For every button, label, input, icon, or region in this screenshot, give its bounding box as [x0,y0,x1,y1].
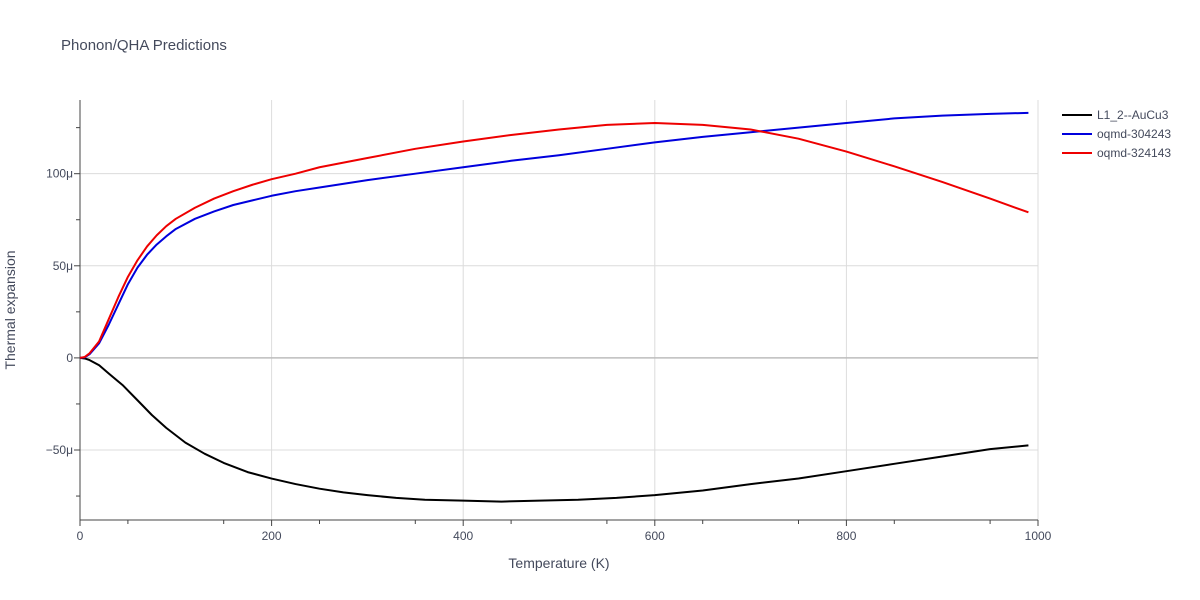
x-tick-label: 600 [645,529,665,543]
series-line-2 [79,111,1029,359]
x-tick-label: 800 [836,529,856,543]
y-tick-label: 100μ [46,167,73,181]
series-lines [79,111,1029,503]
chart-title: Phonon/QHA Predictions [61,37,227,54]
x-axis-title: Temperature (K) [508,555,609,571]
x-tick-label: 0 [77,529,84,543]
y-tick-label: 0 [66,351,73,365]
x-tick-labels: 0 200 400 600 800 1000 [77,529,1052,543]
y-axis-title: Thermal expansion [2,250,18,369]
legend-label: oqmd-324143 [1097,146,1171,160]
grid [80,100,1039,520]
legend-label: L1_2--AuCu3 [1097,108,1169,122]
y-tick-label: 50μ [53,259,73,273]
legend-item-2[interactable]: oqmd-304243 [1062,127,1171,141]
series-line-3 [79,122,1029,359]
axes [74,100,1039,526]
legend-item-3[interactable]: oqmd-324143 [1062,146,1171,160]
y-tick-labels: −50μ 0 50μ 100μ [46,167,74,457]
x-tick-label: 200 [262,529,282,543]
x-tick-label: 400 [453,529,473,543]
x-tick-label: 1000 [1025,529,1052,543]
series-line-1 [79,356,1029,503]
y-tick-label: −50μ [46,443,73,457]
legend[interactable]: L1_2--AuCu3 oqmd-304243 oqmd-324143 [1062,108,1171,160]
legend-label: oqmd-304243 [1097,127,1171,141]
legend-item-1[interactable]: L1_2--AuCu3 [1062,108,1169,122]
